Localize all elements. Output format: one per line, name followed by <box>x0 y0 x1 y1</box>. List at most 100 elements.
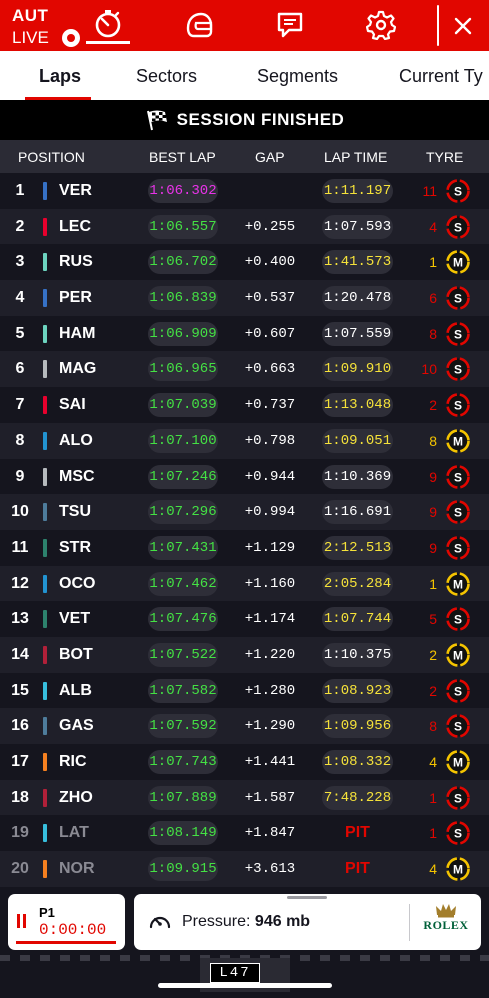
helmet-tab-icon[interactable] <box>177 6 221 44</box>
weather-card[interactable]: Pressure: 946 mb ROLEX <box>134 894 481 950</box>
header-tyre: TYRE <box>426 149 464 165</box>
tyre-laps: 9 <box>429 504 437 521</box>
gap-value: +1.290 <box>244 718 296 735</box>
last-lap-time: 2:05.284 <box>322 571 393 596</box>
position-number: 4 <box>15 289 25 307</box>
last-lap-time: 1:10.369 <box>322 464 393 489</box>
position-number: 11 <box>11 538 29 556</box>
tyre-laps: 1 <box>429 575 437 592</box>
soft-tyre-icon: S <box>446 286 470 310</box>
soft-tyre-icon: S <box>446 357 470 382</box>
position-number: 19 <box>11 824 29 842</box>
bottom-panel: P1 0:00:00 Pressure: 946 mb ROLEX L47 <box>0 887 489 998</box>
table-row[interactable]: 19 LAT 1:08.149 +1.847 PIT 1 S <box>0 815 489 852</box>
table-row[interactable]: 1 VER 1:06.302 1:11.197 11 S <box>0 173 489 209</box>
position-number: 20 <box>11 860 29 878</box>
tyre-laps: 8 <box>429 325 437 342</box>
table-row[interactable]: 11 STR 1:07.431 +1.129 2:12.513 9 S <box>0 529 489 566</box>
medium-tyre-icon: M <box>446 643 470 667</box>
soft-tyre-icon: S <box>446 536 470 560</box>
tab-sectors[interactable]: Sectors <box>136 66 198 86</box>
home-indicator[interactable] <box>158 983 332 988</box>
last-lap-time: 7:48.228 <box>322 785 393 810</box>
team-color-bar <box>43 289 47 308</box>
table-row[interactable]: 14 BOT 1:07.522 +1.220 1:10.375 2 M <box>0 636 489 673</box>
table-row[interactable]: 8 ALO 1:07.100 +0.798 1:09.051 8 M <box>0 422 489 459</box>
gap-value: +0.400 <box>244 254 296 271</box>
pressure-value: 946 mb <box>254 913 311 930</box>
best-lap-time: 1:06.965 <box>148 357 218 382</box>
sponsor-name: ROLEX <box>423 918 469 932</box>
gap-value: +0.537 <box>244 290 296 307</box>
position-number: 5 <box>15 324 25 342</box>
leader-time: 0:00:00 <box>39 921 107 939</box>
live-indicator[interactable]: AUT LIVE <box>12 4 84 48</box>
team-color-bar <box>43 396 47 415</box>
soft-tyre-icon: S <box>446 785 470 810</box>
svg-text:S: S <box>454 291 462 305</box>
best-lap-time: 1:08.149 <box>148 821 218 846</box>
table-row[interactable]: 4 PER 1:06.839 +0.537 1:20.478 6 S <box>0 280 489 316</box>
last-lap-time: 1:09.051 <box>322 428 393 453</box>
table-row[interactable]: 18 ZHO 1:07.889 +1.587 7:48.228 1 S <box>0 779 489 816</box>
table-row[interactable]: 13 VET 1:07.476 +1.174 1:07.744 5 S <box>0 601 489 637</box>
table-row[interactable]: 3 RUS 1:06.702 +0.400 1:41.573 1 M <box>0 244 489 281</box>
svg-text:M: M <box>453 577 463 591</box>
timing-tab-icon[interactable] <box>86 6 130 44</box>
live-dot-icon <box>62 29 80 47</box>
last-lap-time: 1:08.332 <box>322 750 393 774</box>
table-row[interactable]: 5 HAM 1:06.909 +0.607 1:07.559 8 S <box>0 315 489 352</box>
driver-code: MAG <box>59 360 97 378</box>
header-best-lap: BEST LAP <box>149 149 216 165</box>
best-lap-time: 1:07.592 <box>148 714 218 739</box>
svg-text:M: M <box>453 434 463 448</box>
medium-tyre-icon: M <box>446 857 470 881</box>
svg-text:S: S <box>454 684 462 698</box>
drag-handle[interactable] <box>287 896 327 899</box>
sponsor-divider <box>409 904 410 941</box>
driver-code: OCO <box>59 574 96 592</box>
best-lap-time: 1:07.582 <box>148 678 218 703</box>
svg-text:S: S <box>454 720 462 734</box>
gap-value: +0.994 <box>244 504 296 521</box>
tab-laps[interactable]: Laps <box>39 66 82 86</box>
tab-current-tyre[interactable]: Current Ty <box>399 66 483 86</box>
timing-table: 1 VER 1:06.302 1:11.197 11 S 2 LEC 1:06.… <box>0 173 489 887</box>
header-gap: GAP <box>255 149 285 165</box>
position-number: 10 <box>11 503 29 521</box>
team-color-bar <box>43 788 47 807</box>
best-lap-time: 1:06.302 <box>148 179 218 203</box>
table-row[interactable]: 6 MAG 1:06.965 +0.663 1:09.910 10 S <box>0 351 489 388</box>
svg-text:S: S <box>454 791 462 805</box>
svg-text:S: S <box>454 613 462 627</box>
driver-code: PER <box>59 289 92 307</box>
table-row[interactable]: 12 OCO 1:07.462 +1.160 2:05.284 1 M <box>0 565 489 602</box>
soft-tyre-icon: S <box>446 321 470 346</box>
messages-tab-icon[interactable] <box>268 6 312 44</box>
table-row[interactable]: 2 LEC 1:06.557 +0.255 1:07.593 4 S <box>0 208 489 245</box>
table-row[interactable]: 15 ALB 1:07.582 +1.280 1:08.923 2 S <box>0 672 489 709</box>
settings-tab-icon[interactable] <box>359 6 403 44</box>
driver-code: VET <box>59 610 91 628</box>
driver-code: GAS <box>59 717 94 735</box>
gap-value: +1.129 <box>244 539 296 556</box>
team-color-bar <box>43 217 47 236</box>
team-color-bar <box>43 360 47 379</box>
table-row[interactable]: 16 GAS 1:07.592 +1.290 1:09.956 8 S <box>0 708 489 744</box>
gap-value: +0.607 <box>244 325 296 342</box>
table-row[interactable]: 10 TSU 1:07.296 +0.994 1:16.691 9 S <box>0 494 489 530</box>
close-button[interactable] <box>437 0 489 51</box>
gap-value: +0.944 <box>244 468 296 485</box>
table-row[interactable]: 9 MSC 1:07.246 +0.944 1:10.369 9 S <box>0 458 489 495</box>
table-row[interactable]: 20 NOR 1:09.915 +3.613 PIT 4 M <box>0 851 489 887</box>
last-lap-time: 1:07.593 <box>322 214 393 239</box>
best-lap-time: 1:07.743 <box>148 750 218 774</box>
tab-segments[interactable]: Segments <box>257 66 339 86</box>
svg-text:S: S <box>454 220 462 234</box>
pit-status: PIT <box>345 824 370 842</box>
table-row[interactable]: 17 RIC 1:07.743 +1.441 1:08.332 4 M <box>0 744 489 780</box>
table-row[interactable]: 7 SAI 1:07.039 +0.737 1:13.048 2 S <box>0 387 489 423</box>
leader-card[interactable]: P1 0:00:00 <box>8 894 125 950</box>
driver-code: LEC <box>59 217 91 235</box>
driver-code: RUS <box>59 253 93 271</box>
